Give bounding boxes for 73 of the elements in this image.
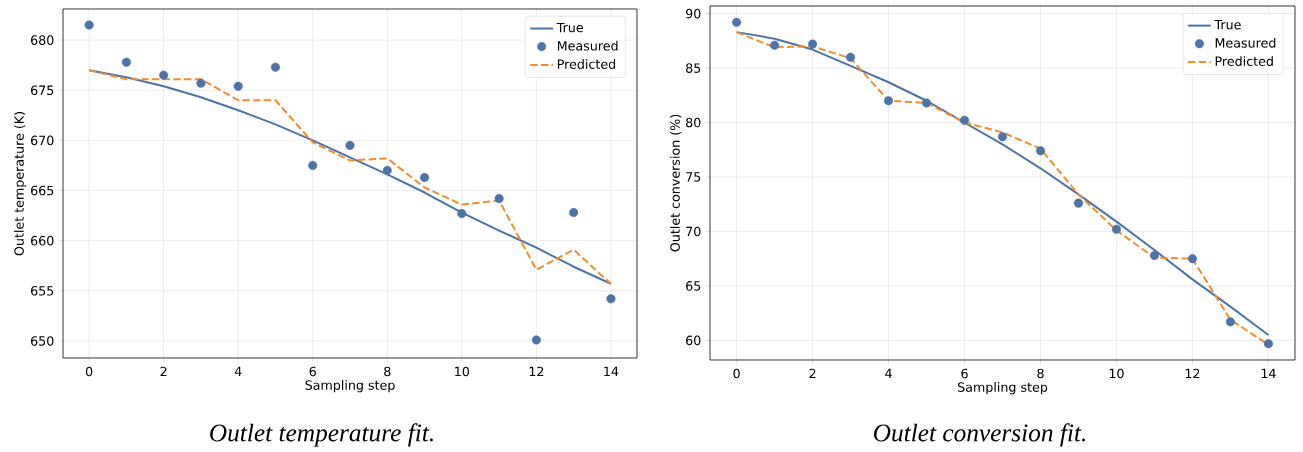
point	[997, 132, 1008, 142]
y-axis-title: Outlet conversion (%)	[670, 114, 682, 252]
x-tick-label: 4	[234, 366, 242, 376]
point	[420, 172, 430, 183]
text: Outlet temperature fit.	[210, 423, 433, 447]
y-tick-label: 680	[31, 35, 54, 45]
legend-label: Predicted	[557, 59, 616, 69]
point	[921, 98, 932, 108]
point	[1111, 224, 1121, 234]
point	[1073, 198, 1084, 208]
x-tick-label: 12	[1185, 368, 1200, 379]
point	[233, 81, 243, 91]
y-tick-label: 655	[31, 286, 54, 296]
y-tick-label: 65	[686, 281, 701, 291]
x-tick-label: 4	[885, 368, 892, 378]
y-tick-label: 85	[686, 63, 701, 73]
point	[382, 165, 392, 175]
y-tick-label: 75	[686, 172, 701, 182]
x-tick-label: 8	[1037, 368, 1044, 379]
y-tick-label: 60	[686, 335, 701, 346]
point	[846, 52, 856, 62]
point	[121, 57, 131, 67]
y-tick-label: 80	[686, 117, 701, 128]
y-tick-label: 670	[31, 135, 54, 146]
y-axis-title: Outlet temperature (K)	[14, 112, 27, 256]
x-tick-label: 14	[1261, 368, 1276, 378]
point	[808, 39, 818, 49]
legend-label: True	[1214, 20, 1241, 30]
point	[531, 335, 541, 345]
point	[606, 294, 616, 304]
text: Outlet conversion fit.	[873, 423, 1086, 447]
y-tick-label: 90	[685, 8, 701, 19]
y-tick-label: 675	[31, 85, 54, 96]
y-tick-label: 660	[31, 235, 54, 246]
point	[308, 160, 318, 170]
legend-label: Measured	[557, 40, 618, 51]
legend-label: Measured	[1215, 37, 1276, 48]
x-tick-label: 12	[529, 366, 544, 377]
point	[884, 96, 894, 106]
point	[1263, 339, 1273, 349]
point	[457, 209, 467, 219]
point	[196, 78, 206, 88]
x-tick-label: 14	[604, 366, 619, 376]
point	[345, 140, 355, 150]
x-tick-label: 0	[85, 366, 93, 377]
point	[270, 62, 281, 72]
y-tick-label: 650	[31, 336, 54, 346]
y-tick-label: 70	[686, 226, 701, 237]
x-axis-title: Sampling step	[957, 382, 1048, 395]
x-tick-label: 8	[384, 366, 391, 377]
point	[159, 70, 169, 80]
point	[770, 40, 780, 50]
y-tick-label: 665	[31, 185, 54, 196]
point	[84, 20, 94, 30]
x-tick-label: 6	[961, 368, 968, 379]
x-tick-label: 2	[809, 368, 816, 379]
point	[959, 115, 970, 125]
point	[1149, 250, 1159, 260]
line-series	[88, 69, 612, 285]
x-tick-label: 6	[309, 366, 316, 377]
x-tick-label: 10	[1109, 368, 1124, 379]
legend-label: True	[556, 22, 583, 33]
legend-label: Predicted	[1215, 56, 1273, 67]
point	[1035, 146, 1046, 156]
point	[569, 208, 579, 218]
point	[732, 17, 742, 27]
point	[1225, 317, 1235, 327]
x-tick-label: 10	[455, 366, 470, 377]
point	[1187, 254, 1197, 264]
x-tick-label: 0	[733, 368, 740, 379]
x-tick-label: 2	[160, 366, 167, 377]
point	[494, 193, 504, 204]
x-axis-title: Sampling step	[305, 380, 395, 393]
